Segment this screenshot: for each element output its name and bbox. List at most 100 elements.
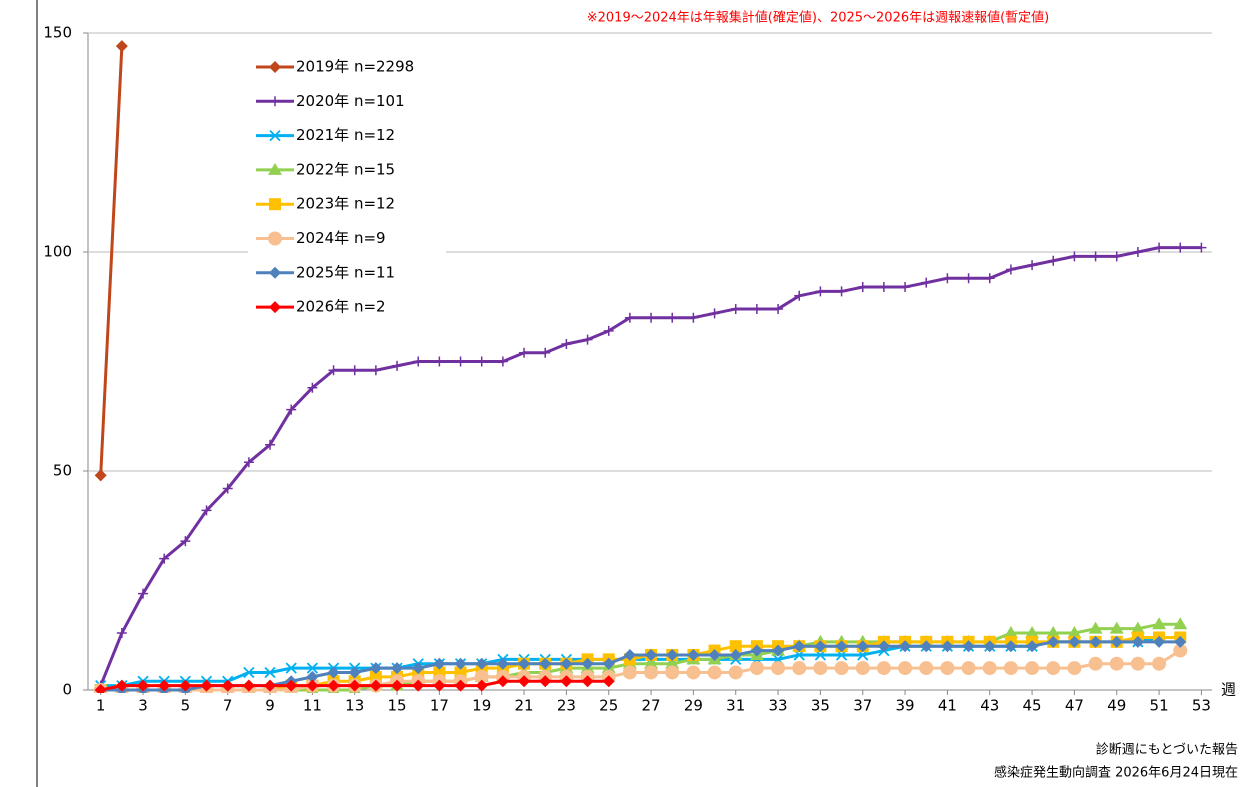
marker — [179, 679, 192, 692]
marker — [982, 661, 997, 676]
x-tick-label: 3 — [138, 697, 148, 715]
series-line — [100, 649, 1182, 692]
marker — [1109, 621, 1124, 634]
x-tick-label: 27 — [642, 697, 661, 715]
marker — [624, 312, 635, 323]
marker — [200, 679, 213, 692]
marker — [434, 356, 445, 367]
marker — [582, 334, 593, 345]
marker — [603, 325, 614, 336]
x-tick-label: 47 — [1065, 697, 1084, 715]
marker — [539, 657, 552, 670]
marker — [602, 675, 615, 688]
x-tick-label: 37 — [853, 697, 872, 715]
marker — [792, 661, 807, 676]
marker — [306, 679, 319, 692]
marker — [622, 665, 637, 680]
marker — [1173, 643, 1188, 658]
x-tick-label: 43 — [980, 697, 999, 715]
marker — [1025, 661, 1040, 676]
x-tick-label: 7 — [223, 697, 233, 715]
marker — [1005, 264, 1016, 275]
marker — [855, 661, 870, 676]
marker — [1132, 247, 1143, 257]
marker — [963, 273, 974, 284]
x-tick-label: 49 — [1107, 697, 1126, 715]
marker — [349, 365, 360, 376]
marker — [688, 312, 699, 323]
marker — [243, 457, 254, 468]
marker — [412, 679, 425, 692]
marker — [242, 679, 255, 692]
annotation: ※2019～2024年は年報集計値(確定値)、2025～2026年は週報速報値(… — [587, 10, 1050, 26]
legend: 2019年 n=2298 2020年 n=101 2021年 n=12 2022年 n… — [248, 48, 446, 330]
marker — [645, 648, 658, 661]
marker — [496, 657, 509, 670]
marker — [771, 661, 786, 676]
marker — [476, 356, 487, 367]
marker — [729, 640, 742, 653]
marker — [391, 679, 404, 692]
marker — [707, 665, 722, 680]
marker — [1003, 661, 1018, 676]
marker — [327, 679, 340, 692]
marker — [921, 277, 932, 288]
marker — [773, 303, 784, 314]
marker — [158, 679, 171, 692]
marker — [243, 666, 255, 679]
marker — [1068, 635, 1081, 648]
legend-label: 2025年 n=11 — [296, 263, 395, 281]
marker — [433, 679, 446, 692]
marker — [815, 286, 826, 297]
marker — [475, 679, 488, 692]
marker — [1173, 617, 1188, 630]
marker — [857, 282, 868, 293]
x-tick-label: 45 — [1023, 697, 1042, 715]
marker — [749, 661, 764, 676]
marker — [983, 640, 996, 653]
x-tick-label: 5 — [181, 697, 191, 715]
marker — [1047, 635, 1060, 648]
marker — [369, 662, 382, 675]
x-tick-label: 11 — [303, 697, 322, 715]
marker — [328, 365, 339, 376]
marker — [285, 679, 298, 692]
marker — [474, 669, 489, 684]
x-tick-label: 13 — [345, 697, 364, 715]
marker — [268, 231, 282, 246]
marker — [306, 662, 319, 674]
x-tick-label: 53 — [1192, 697, 1211, 715]
marker — [581, 675, 594, 688]
marker — [1110, 635, 1123, 648]
marker — [878, 282, 889, 293]
x-tick-label: 41 — [938, 697, 957, 715]
marker — [270, 96, 280, 107]
marker — [834, 661, 849, 676]
marker — [1130, 656, 1145, 671]
marker — [666, 648, 679, 661]
marker — [433, 657, 446, 670]
x-tick-label: 51 — [1150, 697, 1169, 715]
marker — [1130, 621, 1145, 634]
marker — [94, 684, 107, 693]
legend-label: 2021年 n=12 — [296, 126, 395, 144]
marker — [772, 644, 785, 657]
marker — [835, 640, 848, 653]
marker — [497, 356, 508, 367]
marker — [708, 648, 721, 661]
marker — [518, 675, 531, 688]
marker — [836, 286, 847, 297]
x-tick-label: 19 — [472, 697, 491, 715]
x-axis-unit: 週 — [1221, 681, 1236, 699]
marker — [940, 661, 955, 676]
marker — [1088, 656, 1103, 671]
marker — [876, 661, 891, 676]
marker — [1048, 255, 1059, 266]
marker — [728, 665, 743, 680]
marker — [455, 356, 466, 367]
marker — [877, 640, 890, 653]
marker — [730, 303, 741, 314]
marker — [920, 640, 933, 653]
marker — [286, 404, 297, 415]
